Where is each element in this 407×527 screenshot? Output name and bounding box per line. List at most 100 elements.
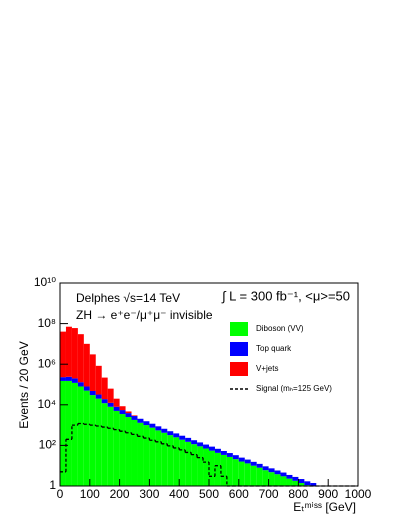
histogram-bar (238, 457, 245, 462)
histogram-bar (185, 441, 192, 486)
legend-label: Diboson (VV) (256, 324, 304, 333)
histogram-bar (131, 416, 138, 420)
histogram-bar (71, 328, 78, 379)
histogram-bar (161, 432, 168, 486)
y-axis-label: Events / 20 GeV (17, 341, 31, 428)
histogram-bar (95, 394, 102, 399)
histogram-bar (226, 456, 233, 486)
histogram-bar (304, 481, 311, 486)
x-tick-label: 900 (318, 487, 338, 501)
histogram-bar (161, 428, 168, 433)
histogram-bar (173, 437, 180, 486)
histogram-bar (65, 380, 72, 486)
x-tick-label: 400 (169, 487, 189, 501)
histogram-bar (89, 395, 96, 486)
histogram-bar (107, 388, 114, 403)
histogram-bar (125, 413, 132, 418)
histogram-bar (143, 425, 150, 486)
histogram-bar (71, 378, 78, 383)
histogram-bar (280, 476, 287, 486)
histogram-bar (60, 331, 66, 378)
annotation: ZH → e⁺e⁻/μ⁺μ⁻ invisible (76, 308, 213, 322)
histogram-bar (250, 461, 257, 466)
x-tick-label: 300 (139, 487, 159, 501)
legend-label: Top quark (256, 344, 292, 353)
histogram-bar (232, 455, 239, 460)
histogram-bar (185, 437, 192, 442)
histogram-bar (89, 390, 96, 396)
histogram-bar (244, 463, 251, 486)
x-tick-label: 500 (199, 487, 219, 501)
histogram-bar (131, 419, 138, 486)
histogram-bar (203, 448, 209, 486)
annotation: Delphes √s=14 TeV (76, 291, 180, 305)
histogram-bar (298, 483, 305, 486)
histogram-bar (167, 435, 174, 486)
histogram-bar (119, 406, 126, 411)
histogram-bar (298, 479, 305, 484)
y-tick-label: 10⁸ (38, 316, 56, 330)
legend-swatch (230, 322, 248, 336)
histogram-bar (191, 444, 198, 486)
histogram-bar (173, 433, 180, 438)
histogram-bar (203, 444, 209, 449)
histogram-bar (155, 426, 162, 431)
histogram-bar (125, 411, 132, 414)
histogram-bar (131, 415, 138, 417)
histogram-bar (119, 410, 126, 415)
x-tick-label: 700 (259, 487, 279, 501)
histogram-bar (65, 376, 72, 381)
annotation: ∫ L = 300 fb⁻¹, <μ>=50 (221, 288, 350, 303)
histogram-bar (286, 478, 293, 486)
histogram-bar (107, 406, 114, 486)
histogram-bar (179, 435, 186, 440)
histogram-bar (214, 448, 221, 453)
histogram-bar (191, 440, 198, 445)
histogram-bar (262, 466, 269, 471)
histogram-bar (149, 427, 156, 486)
histogram-bar (113, 406, 120, 411)
histogram-bar (274, 474, 281, 486)
legend-label: V+jets (256, 364, 278, 373)
histogram-bar (113, 410, 120, 486)
y-tick-label: 10¹⁰ (34, 275, 56, 289)
x-axis-label: Eₜᵐⁱˢˢ [GeV] (293, 500, 356, 514)
histogram-bar (101, 403, 108, 486)
y-tick-label: 1 (49, 478, 56, 492)
histogram-bar (209, 446, 215, 451)
histogram-bar (71, 382, 78, 486)
histogram-bar (149, 423, 156, 428)
histogram-bar (125, 417, 132, 486)
histogram-bar (65, 326, 72, 377)
histogram-bar (137, 418, 144, 423)
histogram-bar (292, 480, 299, 486)
histogram-bar (256, 467, 263, 486)
histogram-bar (95, 365, 102, 395)
histogram-bar (268, 468, 275, 473)
legend-swatch (230, 362, 248, 376)
histogram-bar (83, 386, 90, 391)
histogram-bar (238, 461, 245, 486)
histogram-bar (137, 422, 144, 486)
histogram-bar (280, 472, 287, 477)
histogram-bar (262, 470, 269, 486)
histogram-bar (268, 472, 275, 486)
histogram-bar (113, 398, 120, 407)
histogram-bar (250, 465, 257, 486)
x-tick-label: 100 (80, 487, 100, 501)
histogram-bar (155, 430, 162, 486)
histogram-bar (292, 476, 299, 481)
histogram-bar (274, 470, 281, 475)
histogram-bar (310, 483, 317, 486)
histogram-bar (107, 402, 114, 407)
histogram-bar (220, 450, 227, 455)
histogram-bar (143, 421, 150, 426)
legend-swatch (230, 342, 248, 356)
x-tick-label: 600 (229, 487, 249, 501)
histogram-bar (197, 446, 204, 486)
histogram-bar (60, 377, 66, 381)
histogram-bar (286, 474, 293, 479)
histogram-bar (226, 453, 233, 457)
y-tick-label: 10² (39, 438, 56, 452)
